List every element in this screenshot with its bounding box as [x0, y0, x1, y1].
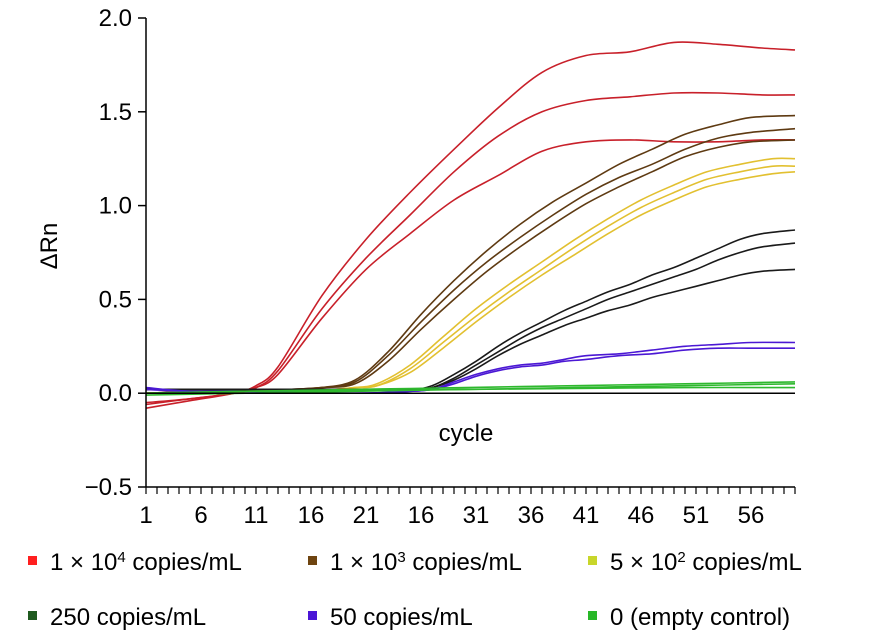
legend: 1 × 104 copies/mL 1 × 103 copies/mL 5 × 10… — [28, 549, 802, 631]
series-line — [145, 127, 796, 394]
x-tick-label: 56 — [738, 502, 765, 529]
y-tick-label: 2.0 — [99, 5, 132, 32]
legend-swatch — [308, 556, 317, 565]
series-line — [145, 383, 796, 394]
legend-swatch — [588, 556, 597, 565]
legend-label: 250 copies/mL — [50, 604, 206, 631]
x-tick-label: 36 — [518, 502, 545, 529]
x-tick-label: 51 — [683, 502, 710, 529]
series-line — [145, 165, 796, 394]
series-line — [145, 171, 796, 394]
x-tick-label: 31 — [463, 502, 490, 529]
amplification-curves — [145, 41, 796, 409]
axes: 2.01.51.00.50.0−0.51 6 11 16 21 16 31 36 41 46 51 5… — [85, 5, 796, 529]
y-axis-label: ΔRn — [36, 223, 63, 270]
x-tick-label: 11 — [244, 502, 269, 529]
legend-swatch — [28, 611, 37, 620]
y-tick-label: 1.0 — [99, 193, 132, 220]
x-axis-label: cycle — [439, 420, 494, 447]
x-tick-label: 16 — [298, 502, 325, 529]
legend-swatch — [308, 611, 317, 620]
x-tick-label: 21 — [353, 502, 380, 529]
series-line — [145, 138, 796, 404]
series-line — [145, 347, 795, 395]
series-line — [145, 41, 796, 409]
series-line — [145, 268, 796, 391]
legend-label: 0 (empty control) — [610, 604, 790, 631]
series-line — [145, 229, 796, 391]
x-tick-label: 46 — [628, 502, 655, 529]
legend-swatch — [588, 611, 597, 620]
x-tick-label: 41 — [573, 502, 600, 529]
legend-label: 1 × 103 copies/mL — [330, 549, 522, 577]
legend-swatch — [28, 556, 37, 565]
y-tick-label: 0.5 — [99, 286, 132, 313]
legend-label: 5 × 102 copies/mL — [610, 549, 802, 577]
x-tick-label: 16 — [408, 502, 435, 529]
x-tick-label: 1 — [139, 502, 152, 529]
x-tick-label: 6 — [194, 502, 207, 529]
legend-label: 50 copies/mL — [330, 604, 473, 631]
y-tick-label: 0.0 — [99, 380, 132, 407]
y-tick-label: −0.5 — [85, 474, 132, 501]
legend-label: 1 × 104 copies/mL — [50, 549, 242, 577]
series-line — [145, 139, 796, 394]
y-tick-label: 1.5 — [99, 99, 132, 126]
series-line — [145, 91, 796, 406]
